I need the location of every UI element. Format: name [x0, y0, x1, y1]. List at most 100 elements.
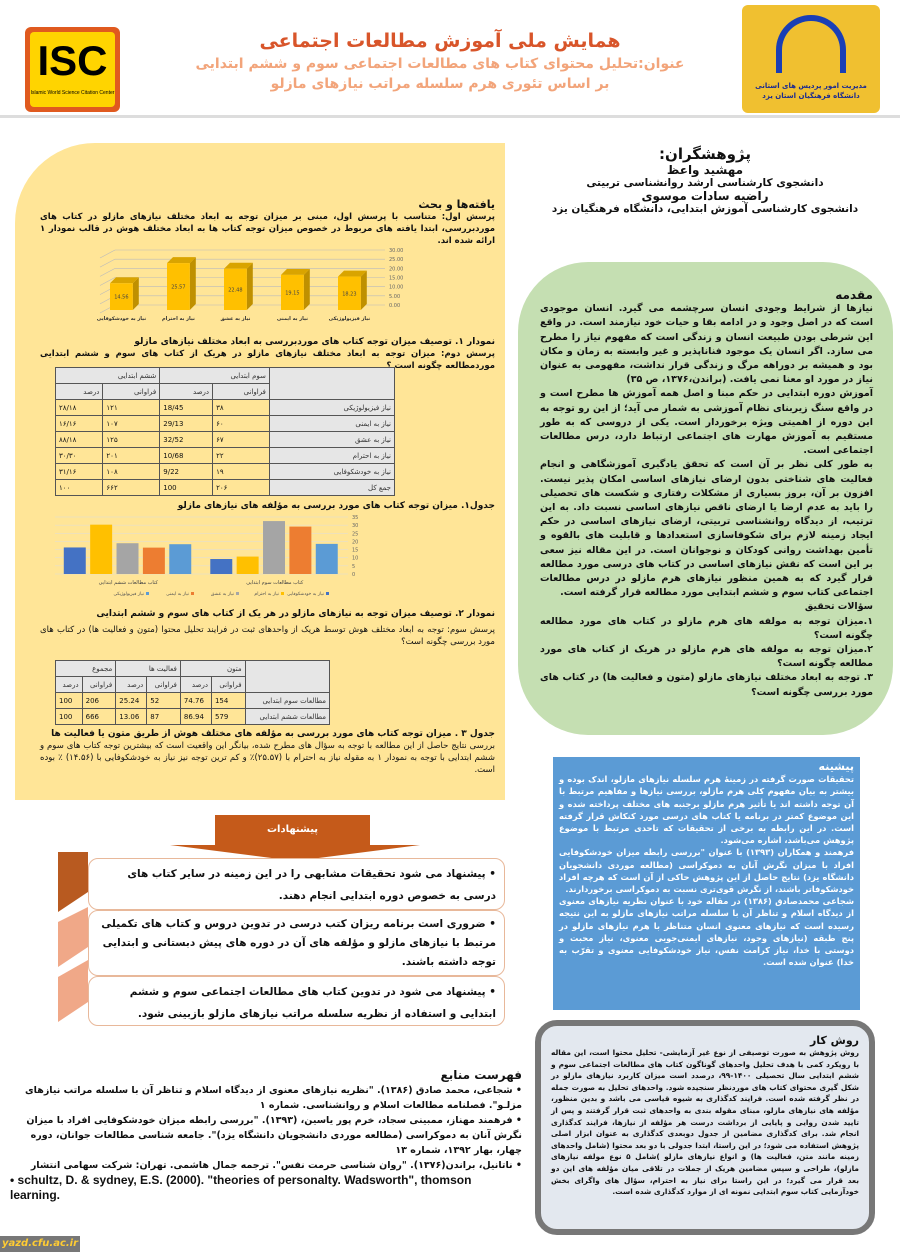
chevron-down-icon [58, 852, 88, 1022]
bar [169, 544, 192, 574]
intro-paragraph: به طور کلی نظر بر آن است که تحقق یادگیری… [540, 459, 873, 599]
x-tick-label: کتاب مطالعات ششم ابتدایی [99, 580, 159, 586]
bar-side [360, 270, 367, 310]
researchers: پژوهشگران: مهشید واعظ دانشجوی کارشناسی ا… [520, 145, 890, 215]
data-label: 22.48 [228, 287, 242, 293]
y-tick-label: 5 [352, 564, 355, 570]
table-cell: ۱۰۰ [54, 479, 104, 496]
table-cell: درصد [159, 383, 214, 400]
x-tick-label: نیاز به احترام [162, 316, 195, 322]
table-cell: مطالعات سوم ابتدایی [244, 692, 331, 709]
table-cell: درصد [54, 383, 104, 400]
x-tick-label: نیاز به عشق [220, 316, 250, 322]
reference-item: • شجاعی، محمد صادق (۱۳۸۶). "نظریه نیازها… [24, 1085, 522, 1111]
bullet-icon: • [485, 986, 496, 998]
y-tick-label: 0.00 [389, 303, 400, 309]
table-cell: جمع کل [268, 479, 396, 496]
suggestions-heading: پیشنهادات [215, 815, 370, 845]
researcher-name: مهشید واعظ [666, 163, 744, 177]
bar [224, 268, 247, 310]
research-question: ۳. توجه به ابعاد مختلف نیازهای مازلو (مت… [540, 672, 873, 698]
y-tick-label: 15 [352, 548, 358, 554]
question-2-text: پرسش دوم: میزان توجه به ابعاد مختلف نیاز… [40, 349, 495, 371]
poster-titles: همایش ملی آموزش مطالعات اجتماعی عنوان:تح… [160, 30, 720, 92]
table-3: متون فعالیت ها مجموع فراوانی درصد فراوانی درصد… [54, 660, 331, 725]
table-cell: ۳۸ [212, 399, 270, 416]
bar [338, 276, 361, 310]
intro-paragraph: آموزش دوره ابتدایی در حکم مبنا و اصل همه… [540, 388, 873, 457]
y-tick-label: 5.00 [389, 294, 400, 300]
bar [236, 556, 259, 574]
bar-top [281, 268, 310, 275]
findings-heading: یافته‌ها و بحث [418, 198, 495, 211]
research-question: ۱.میزان توجه به مولفه های هرم مازلو در ک… [540, 615, 873, 641]
suggestion-text: ضروری است برنامه ریزان کتب درسی در تدوین… [101, 918, 496, 968]
table1-caption: جدول۱. میزان توجه کتاب های مورد بررسی به… [177, 501, 495, 511]
table-cell: نیاز به عشق [268, 431, 396, 448]
table-cell: 10/68 [159, 447, 214, 464]
legend-label: نیاز به ایمنی [166, 592, 189, 597]
table-row: نیاز به عشق ۶۷ 32/52 ۱۲۵ ۸۸/۱۸ [54, 431, 396, 448]
x-tick-label: نیاز به خودشکوفایی [97, 316, 147, 322]
y-tick-label: 35 [352, 515, 358, 521]
table-header-row: سوم ابتدایی ششم ابتدایی [54, 367, 396, 400]
table-cell: مطالعات ششم ابتدایی [244, 708, 331, 725]
references: فهرست منابع • شجاعی، محمد صادق (۱۳۸۶). "… [10, 1068, 522, 1203]
bar-side [246, 262, 253, 310]
y-tick-label: 15.00 [389, 276, 403, 282]
chart2-caption: نمودار ۲. توصیف میزان توجه به نیازهای ما… [96, 609, 495, 619]
suggestion-item: • پیشنهاد می شود در تدوین کتاب های مطالع… [88, 976, 505, 1026]
table-cell: ۱۶/۱۶ [54, 415, 104, 432]
table-cell: درصد [179, 676, 212, 693]
table-cell [268, 367, 396, 400]
table-cell: ۸۸/۱۸ [54, 431, 104, 448]
findings-intro: یافته‌ها و بحث پرسش اول: متناسب با پرسش … [40, 198, 495, 247]
researcher-name: راضیه سادات موسوی [641, 189, 769, 203]
table-row: نیاز به ایمنی ۶۰ 29/13 ۱۰۷ ۱۶/۱۶ [54, 415, 396, 432]
bar [63, 547, 86, 574]
chart1-caption: نمودار ۱. توصیف میزان توجه کتاب های مورد… [134, 337, 495, 347]
table-header-row: متون فعالیت ها مجموع [54, 660, 331, 693]
table-cell: 9/22 [159, 463, 214, 480]
poster-title-line1: عنوان:تحلیل محتوای کتاب های مطالعات اجتم… [195, 56, 685, 72]
table-cell: ۶۷ [212, 431, 270, 448]
table3-caption: جدول ۳ . میزان توجه کتاب های مورد بررسی … [51, 729, 495, 739]
arrow-down-icon [170, 845, 420, 861]
table-cell: ۳۰/۳۰ [54, 447, 104, 464]
reference-item: • schultz, D. & sydney, E.S. (2000). "th… [10, 1173, 472, 1202]
gridline [99, 258, 116, 268]
suggestion-item: • پیشنهاد می شود تحقیقات مشابهی را در ای… [88, 858, 505, 910]
x-tick-label: نیاز فیزیولوژیکی [329, 316, 371, 322]
university-emblem-icon [776, 15, 846, 73]
table-cell: 87 [146, 708, 181, 725]
table-cell: مجموع [54, 660, 117, 677]
table-cell: ۲۰۶ [212, 479, 270, 496]
gridline [99, 268, 116, 277]
y-tick-label: 25 [352, 531, 358, 537]
conclusion-text: بررسی نتایج حاصل از این مطالعه با توجه ب… [40, 741, 496, 775]
bullet-icon: • [485, 868, 496, 880]
gridline [99, 277, 116, 286]
legend-label: نیاز فیزیولوژیکی [113, 591, 144, 597]
legend-label: نیاز به خودشکوفایی [287, 591, 324, 597]
bar [210, 559, 233, 574]
isc-logo: ISC Islamic World Science Citation Center [25, 27, 120, 112]
poster-header: ISC Islamic World Science Citation Center… [0, 0, 900, 118]
table-cell: 29/13 [159, 415, 214, 432]
table-row: نیاز فیزیولوژیکی ۳۸ 18/45 ۱۲۱ ۲۸/۱۸ [54, 399, 396, 416]
table-cell: 52 [146, 692, 181, 709]
question-1-text: پرسش اول: متناسب با پرسش اول، مبنی بر می… [40, 212, 495, 246]
y-tick-label: 30 [352, 523, 358, 529]
table-cell: ۱۹ [212, 463, 270, 480]
table-cell: ۱۲۵ [102, 431, 161, 448]
bar-top [167, 257, 196, 264]
table-cell: نیاز به احترام [268, 447, 396, 464]
table-cell: فراوانی [102, 383, 161, 400]
table-cell: ۲۲ [212, 447, 270, 464]
table-cell: ۶۶۲ [102, 479, 161, 496]
table-cell: فراوانی [146, 676, 181, 693]
table-cell: نیاز به خودشکوفایی [268, 463, 396, 480]
table-cell: 154 [210, 692, 246, 709]
references-heading: فهرست منابع [440, 1068, 522, 1082]
table-cell: ۲۰۱ [102, 447, 161, 464]
